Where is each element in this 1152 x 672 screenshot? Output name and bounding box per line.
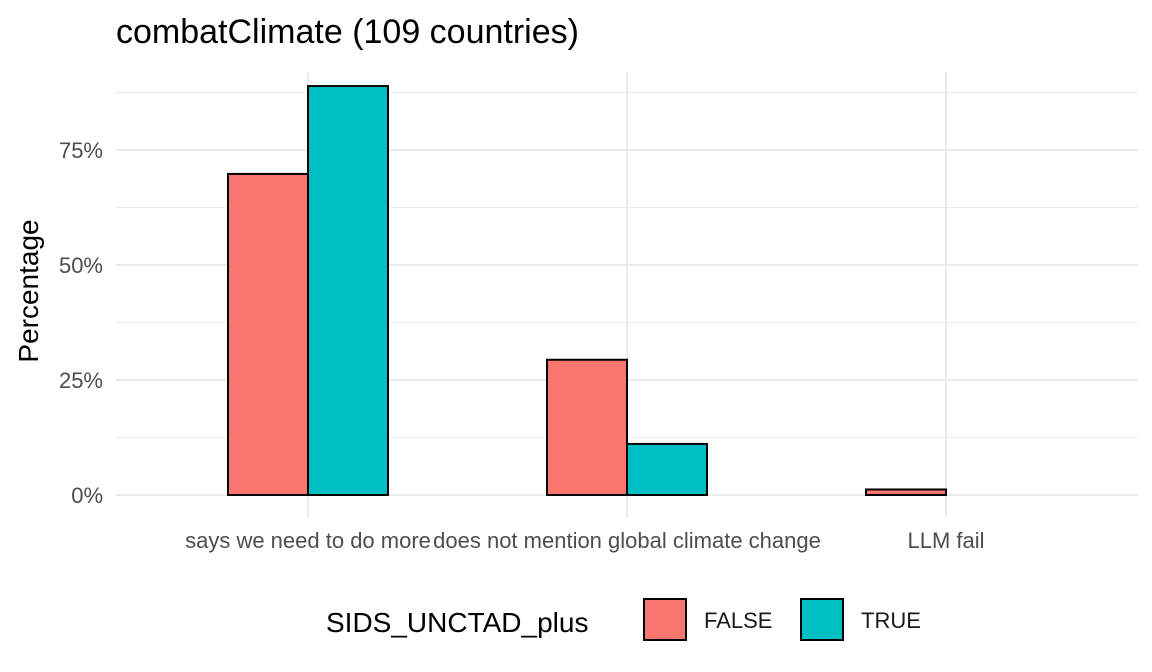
legend-key-false — [643, 598, 687, 641]
x-tick-label: LLM fail — [907, 528, 984, 553]
legend: SIDS_UNCTAD_plus FALSE TRUE — [326, 598, 921, 641]
chart-title: combatClimate (109 countries) — [116, 13, 579, 51]
bar-false-2 — [865, 488, 947, 497]
bars — [227, 85, 947, 497]
legend-key-true — [800, 598, 844, 641]
x-tick-label: does not mention global climate change — [433, 528, 821, 553]
y-tick-label: 75% — [59, 138, 103, 163]
x-tick-label: says we need to do more — [185, 528, 431, 553]
x-axis-ticks: says we need to do more does not mention … — [185, 528, 984, 553]
legend-label-false: FALSE — [704, 608, 772, 633]
bar-false-0 — [227, 172, 309, 496]
legend-label-true: TRUE — [861, 608, 921, 633]
legend-title: SIDS_UNCTAD_plus — [326, 607, 588, 638]
bar-false-1 — [546, 358, 628, 497]
y-axis-label: Percentage — [13, 219, 44, 362]
bar-true-0 — [307, 85, 389, 496]
y-axis-ticks: 0% 25% 50% 75% — [59, 138, 103, 508]
y-tick-label: 25% — [59, 368, 103, 393]
y-tick-label: 0% — [71, 483, 103, 508]
y-tick-label: 50% — [59, 253, 103, 278]
bar-true-1 — [626, 442, 708, 497]
